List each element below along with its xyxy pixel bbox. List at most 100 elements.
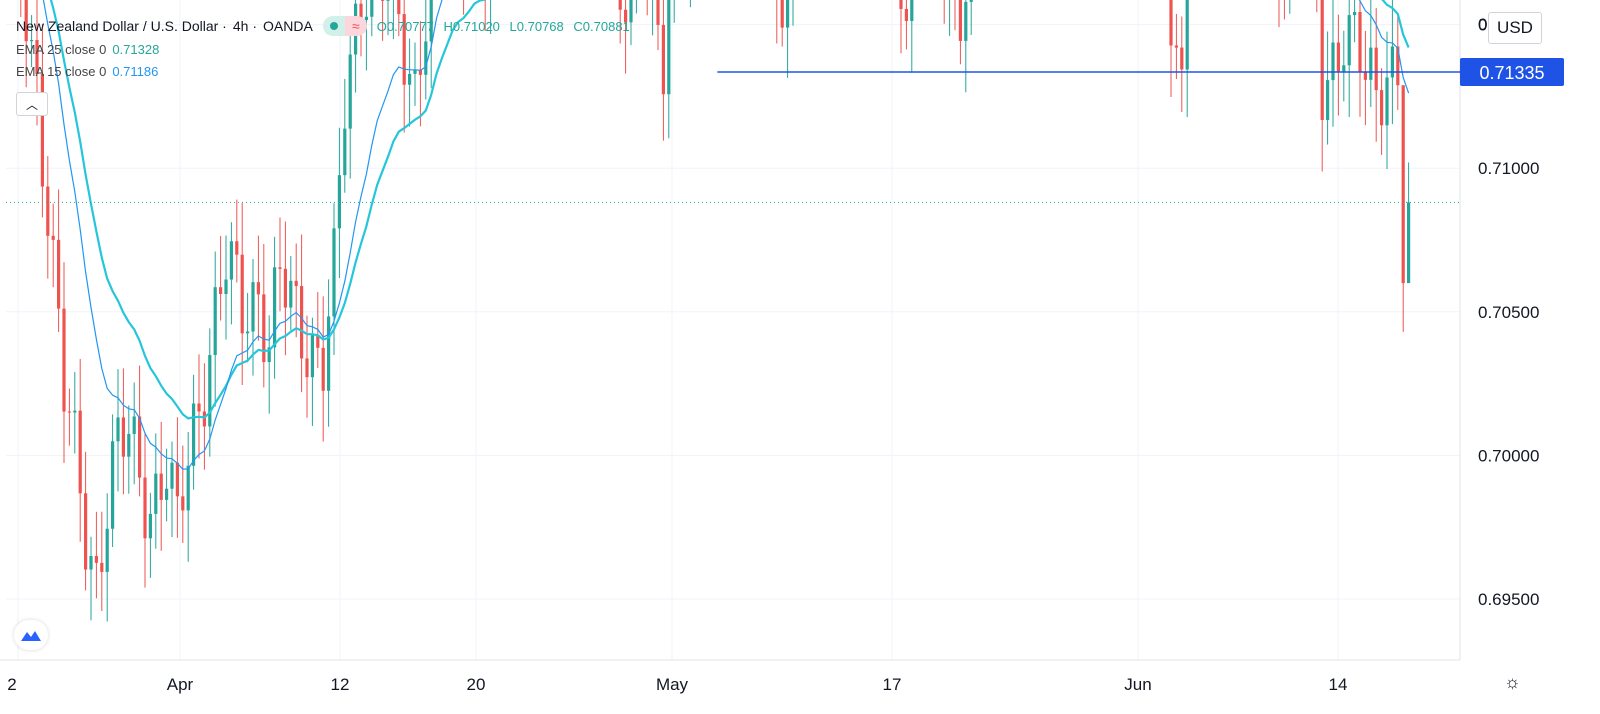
candle-body: [1385, 77, 1389, 126]
candle: [776, 0, 778, 44]
candle: [386, 0, 390, 36]
candle: [1326, 31, 1330, 145]
indicator-ema-25[interactable]: EMA 25 close 0 0.71328: [16, 38, 636, 60]
market-open-icon: [322, 16, 345, 36]
candle: [305, 315, 309, 418]
candle: [170, 441, 174, 537]
candle-body: [229, 241, 233, 280]
tradingview-logo-button[interactable]: [14, 620, 48, 650]
candle-body: [186, 465, 190, 511]
candle: [1385, 31, 1389, 170]
candle-body: [786, 0, 790, 28]
y-tick-label-partial: 0: [1478, 15, 1487, 34]
candle: [116, 369, 120, 492]
candle-body: [256, 282, 260, 295]
candle: [1289, 0, 1291, 14]
candle: [364, 0, 368, 71]
candle-body: [316, 335, 320, 348]
candle-body: [1185, 0, 1189, 70]
candle: [1374, 8, 1378, 142]
interval-label[interactable]: 4h: [232, 18, 249, 34]
candle: [186, 431, 190, 562]
candle: [1342, 30, 1346, 102]
grid-lines: [6, 0, 1461, 660]
market-status-pill[interactable]: ≈: [322, 16, 367, 36]
candle: [667, 0, 671, 139]
candle-body: [910, 0, 914, 22]
candle-body: [370, 0, 374, 17]
candle: [408, 38, 412, 127]
candle-body: [413, 69, 417, 74]
candle-body: [629, 0, 633, 23]
candle: [30, 15, 34, 68]
candle: [1278, 0, 1280, 28]
candle: [192, 374, 196, 490]
candle-body: [1347, 15, 1351, 66]
wave-icon: ≈: [344, 16, 367, 36]
candle: [235, 199, 239, 283]
candle: [424, 0, 428, 100]
candle: [181, 445, 185, 543]
settings-gear-icon[interactable]: ☼: [1504, 672, 1521, 692]
broker-label: OANDA: [263, 18, 313, 34]
candle: [154, 433, 158, 549]
candle: [94, 511, 98, 599]
candle: [1401, 85, 1405, 332]
candle-body: [1169, 0, 1173, 46]
candle-body: [958, 0, 962, 41]
candle: [208, 328, 212, 457]
candle-body: [197, 403, 201, 412]
candle: [786, 0, 790, 78]
candle-body: [1342, 65, 1346, 72]
candle: [213, 251, 217, 407]
candle-body: [408, 73, 412, 85]
candle-body: [267, 347, 271, 363]
indicator-label: EMA 15 close 0: [16, 63, 107, 79]
candle-body: [337, 175, 341, 229]
candle: [175, 417, 179, 538]
candle: [629, 0, 633, 46]
candle: [652, 0, 654, 36]
candle: [1169, 0, 1173, 98]
candle: [240, 203, 244, 386]
candle: [165, 448, 169, 522]
candle: [40, 24, 44, 218]
collapse-legend-button[interactable]: ︿: [16, 92, 48, 116]
candle-body: [1353, 11, 1357, 16]
candle-body: [165, 488, 169, 500]
candle-body: [78, 410, 82, 494]
candle: [100, 511, 104, 612]
ema-15-line: [42, 0, 1410, 470]
candle-body: [73, 410, 77, 413]
candle-body: [273, 267, 277, 348]
candle: [89, 536, 93, 621]
candle: [413, 42, 417, 106]
candle: [1396, 13, 1400, 110]
candle-body: [251, 282, 255, 332]
candles: [20, 0, 1411, 622]
indicator-ema-15[interactable]: EMA 15 close 0 0.71186: [16, 60, 636, 82]
candle: [1180, 16, 1184, 112]
candle: [343, 78, 347, 193]
candle-body: [278, 267, 282, 269]
candle: [958, 0, 962, 65]
title-separator: ·: [218, 18, 227, 34]
candle-body: [305, 358, 309, 378]
candle: [1320, 0, 1324, 172]
candle: [300, 234, 304, 393]
candle: [964, 0, 968, 93]
currency-badge[interactable]: USD: [1488, 12, 1542, 44]
candle: [57, 189, 61, 332]
candle: [359, 0, 363, 57]
x-tick-label: 2: [7, 675, 16, 694]
candle: [132, 382, 136, 485]
candle-body: [618, 0, 622, 10]
candle: [278, 217, 282, 312]
candle-body: [208, 355, 212, 427]
candle: [429, 0, 433, 89]
candle: [256, 235, 260, 341]
candle: [780, 0, 784, 47]
candle-body: [24, 0, 28, 42]
candle-body: [111, 441, 115, 529]
